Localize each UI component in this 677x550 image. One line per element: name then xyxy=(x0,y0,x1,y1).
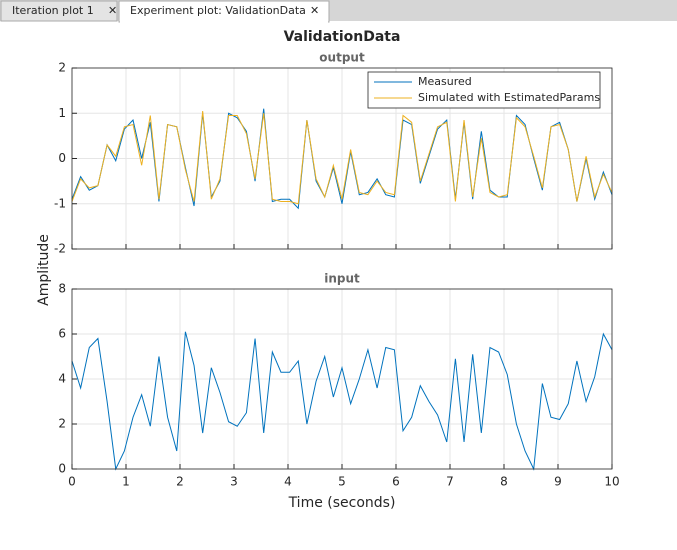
y-tick-label: -2 xyxy=(54,242,66,256)
y-tick-label: 2 xyxy=(58,417,66,431)
y-tick-label: 0 xyxy=(58,462,66,476)
axes-box xyxy=(71,288,613,470)
x-tick-label: 10 xyxy=(604,475,619,489)
x-tick-label: 0 xyxy=(68,475,76,489)
legend-label: Measured xyxy=(418,75,472,88)
axes-box xyxy=(71,67,613,250)
x-tick-label: 4 xyxy=(284,475,292,489)
x-tick-label: 9 xyxy=(554,475,562,489)
legend-box xyxy=(367,71,601,109)
y-tick-label: 8 xyxy=(58,282,66,296)
figure-title: ValidationData xyxy=(284,29,401,45)
axes-title: input xyxy=(324,272,360,286)
tab[interactable] xyxy=(0,0,118,22)
y-tick-label: 6 xyxy=(58,327,66,341)
tab-close[interactable]: ✕ xyxy=(310,4,319,17)
x-tick-label: 6 xyxy=(392,475,400,489)
x-tick-label: 8 xyxy=(500,475,508,489)
x-tick-label: 3 xyxy=(230,475,238,489)
tab-label[interactable]: Iteration plot 1 xyxy=(12,4,94,17)
y-tick-label: 0 xyxy=(58,151,66,165)
series-line xyxy=(71,110,613,205)
y-tick-label: 4 xyxy=(58,372,66,386)
legend-label: Simulated with EstimatedParams xyxy=(418,91,600,104)
x-tick-label: 2 xyxy=(176,475,184,489)
y-axis-label: Amplitude xyxy=(36,234,52,306)
y-tick-label: 1 xyxy=(58,106,66,120)
y-tick-label: 2 xyxy=(58,61,66,75)
x-tick-label: 5 xyxy=(338,475,346,489)
x-tick-label: 7 xyxy=(446,475,454,489)
tab-close[interactable]: ✕ xyxy=(108,4,117,17)
tab-join xyxy=(120,20,328,23)
series-line xyxy=(71,331,613,471)
x-tick-label: 1 xyxy=(122,475,130,489)
tab-label[interactable]: Experiment plot: ValidationData xyxy=(130,4,306,17)
y-tick-label: -1 xyxy=(54,196,66,210)
axes-title: output xyxy=(319,51,365,65)
x-axis-label: Time (seconds) xyxy=(288,495,396,511)
